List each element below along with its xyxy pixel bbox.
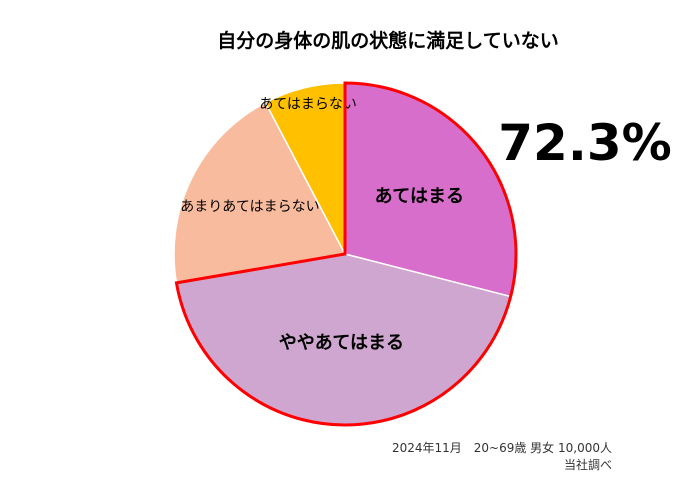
source-note: 当社調べ bbox=[564, 457, 612, 472]
pie-slice-label-3: あてはまらない bbox=[259, 97, 356, 113]
highlight-value: 72.3% bbox=[498, 114, 671, 172]
pie-slice-label-2: あまりあてはまらない bbox=[180, 199, 319, 215]
highlight-outline bbox=[174, 81, 518, 427]
pie-slices bbox=[173, 82, 517, 426]
chart-title: 自分の身体の肌の状態に満足していない bbox=[217, 29, 558, 52]
highlight-outline-path bbox=[174, 81, 518, 427]
survey-period-note: 2024年11月 20~69歳 男女 10,000人 bbox=[392, 440, 612, 455]
pie-slice-label-1: ややあてはまる bbox=[279, 332, 404, 353]
pie-slice-label-0: あてはまる bbox=[375, 186, 464, 207]
pie-slice-2 bbox=[173, 101, 347, 284]
